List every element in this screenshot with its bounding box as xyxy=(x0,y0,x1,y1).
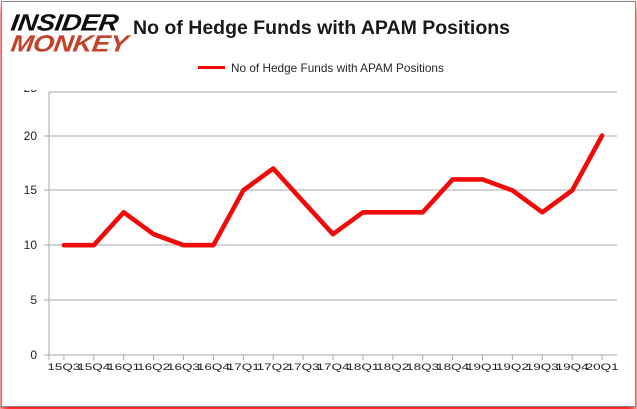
svg-text:18Q3: 18Q3 xyxy=(406,362,439,373)
svg-text:18Q4: 18Q4 xyxy=(436,362,469,373)
svg-text:17Q1: 17Q1 xyxy=(227,362,260,373)
svg-text:19Q2: 19Q2 xyxy=(496,362,529,373)
svg-text:5: 5 xyxy=(30,293,37,307)
svg-text:15Q4: 15Q4 xyxy=(77,362,110,373)
svg-text:18Q1: 18Q1 xyxy=(346,362,379,373)
svg-text:19Q1: 19Q1 xyxy=(466,362,499,373)
svg-text:17Q3: 17Q3 xyxy=(287,362,320,373)
svg-text:25: 25 xyxy=(24,90,38,95)
svg-text:0: 0 xyxy=(30,348,37,362)
svg-text:16Q2: 16Q2 xyxy=(137,362,170,373)
svg-text:19Q3: 19Q3 xyxy=(526,362,559,373)
svg-text:16Q4: 16Q4 xyxy=(197,362,230,373)
svg-text:15Q3: 15Q3 xyxy=(47,362,80,373)
svg-text:17Q4: 17Q4 xyxy=(317,362,350,373)
svg-text:16Q1: 16Q1 xyxy=(107,362,140,373)
svg-text:10: 10 xyxy=(24,238,38,252)
svg-text:19Q4: 19Q4 xyxy=(556,362,589,373)
svg-text:17Q2: 17Q2 xyxy=(257,362,290,373)
svg-text:15: 15 xyxy=(24,183,38,197)
svg-text:20Q1: 20Q1 xyxy=(586,362,619,373)
svg-text:16Q3: 16Q3 xyxy=(167,362,200,373)
svg-text:18Q2: 18Q2 xyxy=(376,362,409,373)
svg-text:20: 20 xyxy=(24,129,38,143)
